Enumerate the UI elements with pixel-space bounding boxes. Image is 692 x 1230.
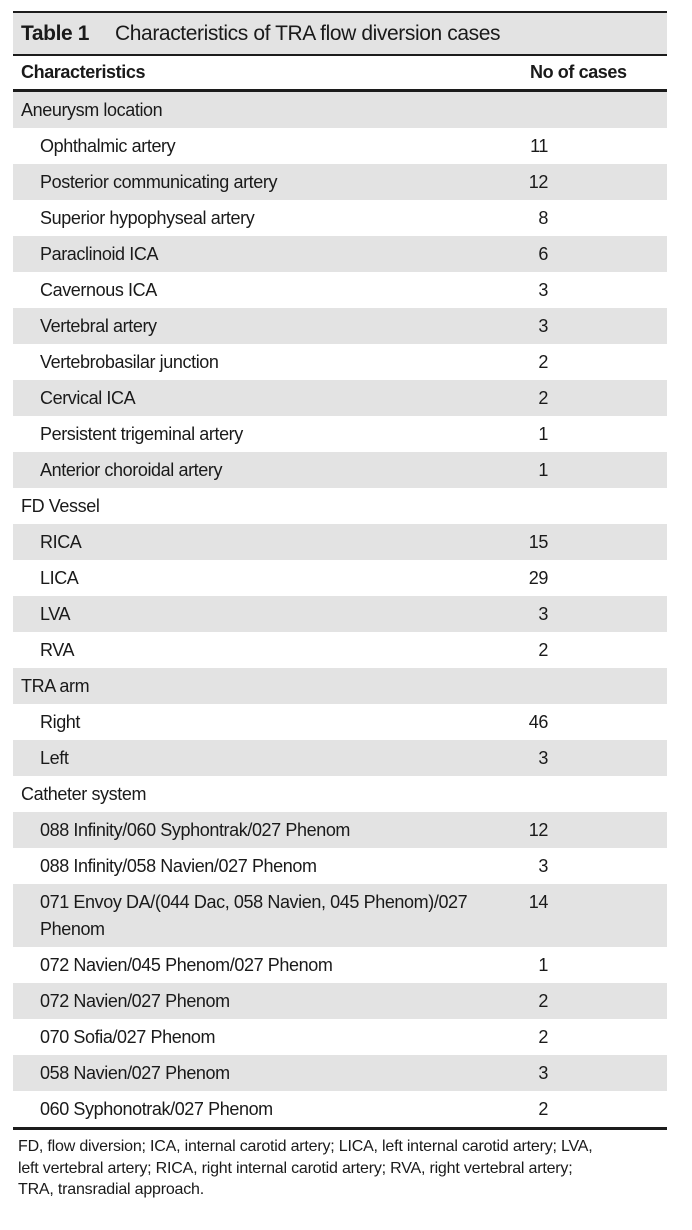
row-label: Cervical ICA	[40, 387, 136, 408]
row-label: Cavernous ICA	[40, 279, 157, 300]
row-cases-value: 2	[538, 639, 548, 660]
table-row: Vertebral artery 3	[13, 308, 667, 344]
row-cases-value: 1	[538, 954, 548, 975]
row-label: LICA	[40, 567, 79, 588]
table-row: Cavernous ICA 3	[13, 272, 667, 308]
column-header-no-of-cases: No of cases	[530, 62, 627, 82]
row-cases-value: 2	[538, 990, 548, 1011]
column-header-characteristics: Characteristics	[21, 62, 146, 82]
table-title-band: Table 1 Characteristics of TRA flow dive…	[13, 13, 667, 56]
table-row: 072 Navien/027 Phenom 2	[13, 983, 667, 1019]
table-row: RVA 2	[13, 632, 667, 668]
row-cases-value: 3	[538, 855, 548, 876]
table-row: Ophthalmic artery 11	[13, 128, 667, 164]
section-header-label: Aneurysm location	[21, 99, 163, 120]
row-cases-value: 2	[538, 1098, 548, 1119]
section-header-row: Catheter system	[13, 776, 667, 812]
row-cases-value: 3	[538, 1062, 548, 1083]
row-label: Posterior communicating artery	[40, 171, 278, 192]
table-row: RICA 15	[13, 524, 667, 560]
table-row: Right 46	[13, 704, 667, 740]
row-label: 088 Infinity/058 Navien/027 Phenom	[40, 855, 317, 876]
table-row: 072 Navien/045 Phenom/027 Phenom 1	[13, 947, 667, 983]
section-header-row: TRA arm	[13, 668, 667, 704]
row-label: 071 Envoy DA/(044 Dac, 058 Navien, 045 P…	[40, 891, 468, 939]
table-number-label: Table 1	[21, 21, 90, 45]
table-1: Table 1 Characteristics of TRA flow dive…	[13, 11, 667, 1201]
row-label: Ophthalmic artery	[40, 135, 176, 156]
table-row: LICA 29	[13, 560, 667, 596]
row-label: LVA	[40, 603, 71, 624]
row-cases-value: 1	[538, 423, 548, 444]
table-row: Cervical ICA 2	[13, 380, 667, 416]
row-cases-value: 11	[530, 135, 548, 156]
row-cases-value: 46	[528, 711, 549, 732]
row-label: Vertebrobasilar junction	[40, 351, 219, 372]
row-cases-value: 2	[538, 1026, 548, 1047]
table-row: 060 Syphonotrak/027 Phenom 2	[13, 1091, 667, 1127]
table-row: 058 Navien/027 Phenom 3	[13, 1055, 667, 1091]
row-label: Persistent trigeminal artery	[40, 423, 243, 444]
section-header-row: Aneurysm location	[13, 92, 667, 128]
table-footnote: FD, flow diversion; ICA, internal caroti…	[18, 1138, 593, 1198]
row-cases-value: 12	[528, 171, 549, 192]
table-row: 088 Infinity/058 Navien/027 Phenom 3	[13, 848, 667, 884]
row-cases-value: 15	[528, 531, 549, 552]
row-label: Paraclinoid ICA	[40, 243, 159, 264]
section-header-label: TRA arm	[21, 675, 90, 696]
table-row: Vertebrobasilar junction 2	[13, 344, 667, 380]
table-row: 071 Envoy DA/(044 Dac, 058 Navien, 045 P…	[13, 884, 667, 947]
row-cases-value: 3	[538, 603, 548, 624]
row-cases-value: 6	[538, 243, 548, 264]
table-row: Anterior choroidal artery 1	[13, 452, 667, 488]
row-label: Anterior choroidal artery	[40, 459, 223, 480]
table-body: Aneurysm location Ophthalmic artery 11 Post…	[13, 92, 667, 1130]
table-row: LVA 3	[13, 596, 667, 632]
row-label: Superior hypophyseal artery	[40, 207, 255, 228]
row-cases-value: 12	[528, 819, 549, 840]
row-label: Left	[40, 747, 69, 768]
row-label: Right	[40, 711, 81, 732]
section-header-label: Catheter system	[21, 783, 147, 804]
section-header-label: FD Vessel	[21, 495, 100, 516]
row-cases-value: 2	[538, 387, 548, 408]
row-label: 060 Syphonotrak/027 Phenom	[40, 1098, 273, 1119]
table-row: Paraclinoid ICA 6	[13, 236, 667, 272]
row-cases-value: 1	[538, 459, 548, 480]
row-label: 070 Sofia/027 Phenom	[40, 1026, 216, 1047]
table-row: Posterior communicating artery 12	[13, 164, 667, 200]
row-cases-value: 2	[538, 351, 548, 372]
table-row: 070 Sofia/027 Phenom 2	[13, 1019, 667, 1055]
table-row: Left 3	[13, 740, 667, 776]
row-label: 058 Navien/027 Phenom	[40, 1062, 230, 1083]
table-row: Persistent trigeminal artery 1	[13, 416, 667, 452]
row-label: RVA	[40, 639, 75, 660]
row-label: 072 Navien/045 Phenom/027 Phenom	[40, 954, 333, 975]
row-cases-value: 3	[538, 315, 548, 336]
column-header-row: Characteristics No of cases	[13, 56, 667, 92]
row-cases-value: 8	[538, 207, 548, 228]
row-cases-value: 3	[538, 747, 548, 768]
row-label: Vertebral artery	[40, 315, 157, 336]
row-label: 072 Navien/027 Phenom	[40, 990, 230, 1011]
table-caption: Characteristics of TRA flow diversion ca…	[115, 21, 501, 45]
row-cases-value: 3	[538, 279, 548, 300]
row-cases-value: 29	[528, 567, 549, 588]
table-row: Superior hypophyseal artery 8	[13, 200, 667, 236]
row-cases-value: 14	[528, 891, 549, 912]
table-row: 088 Infinity/060 Syphontrak/027 Phenom 12	[13, 812, 667, 848]
row-label: 088 Infinity/060 Syphontrak/027 Phenom	[40, 819, 351, 840]
section-header-row: FD Vessel	[13, 488, 667, 524]
row-label: RICA	[40, 531, 82, 552]
